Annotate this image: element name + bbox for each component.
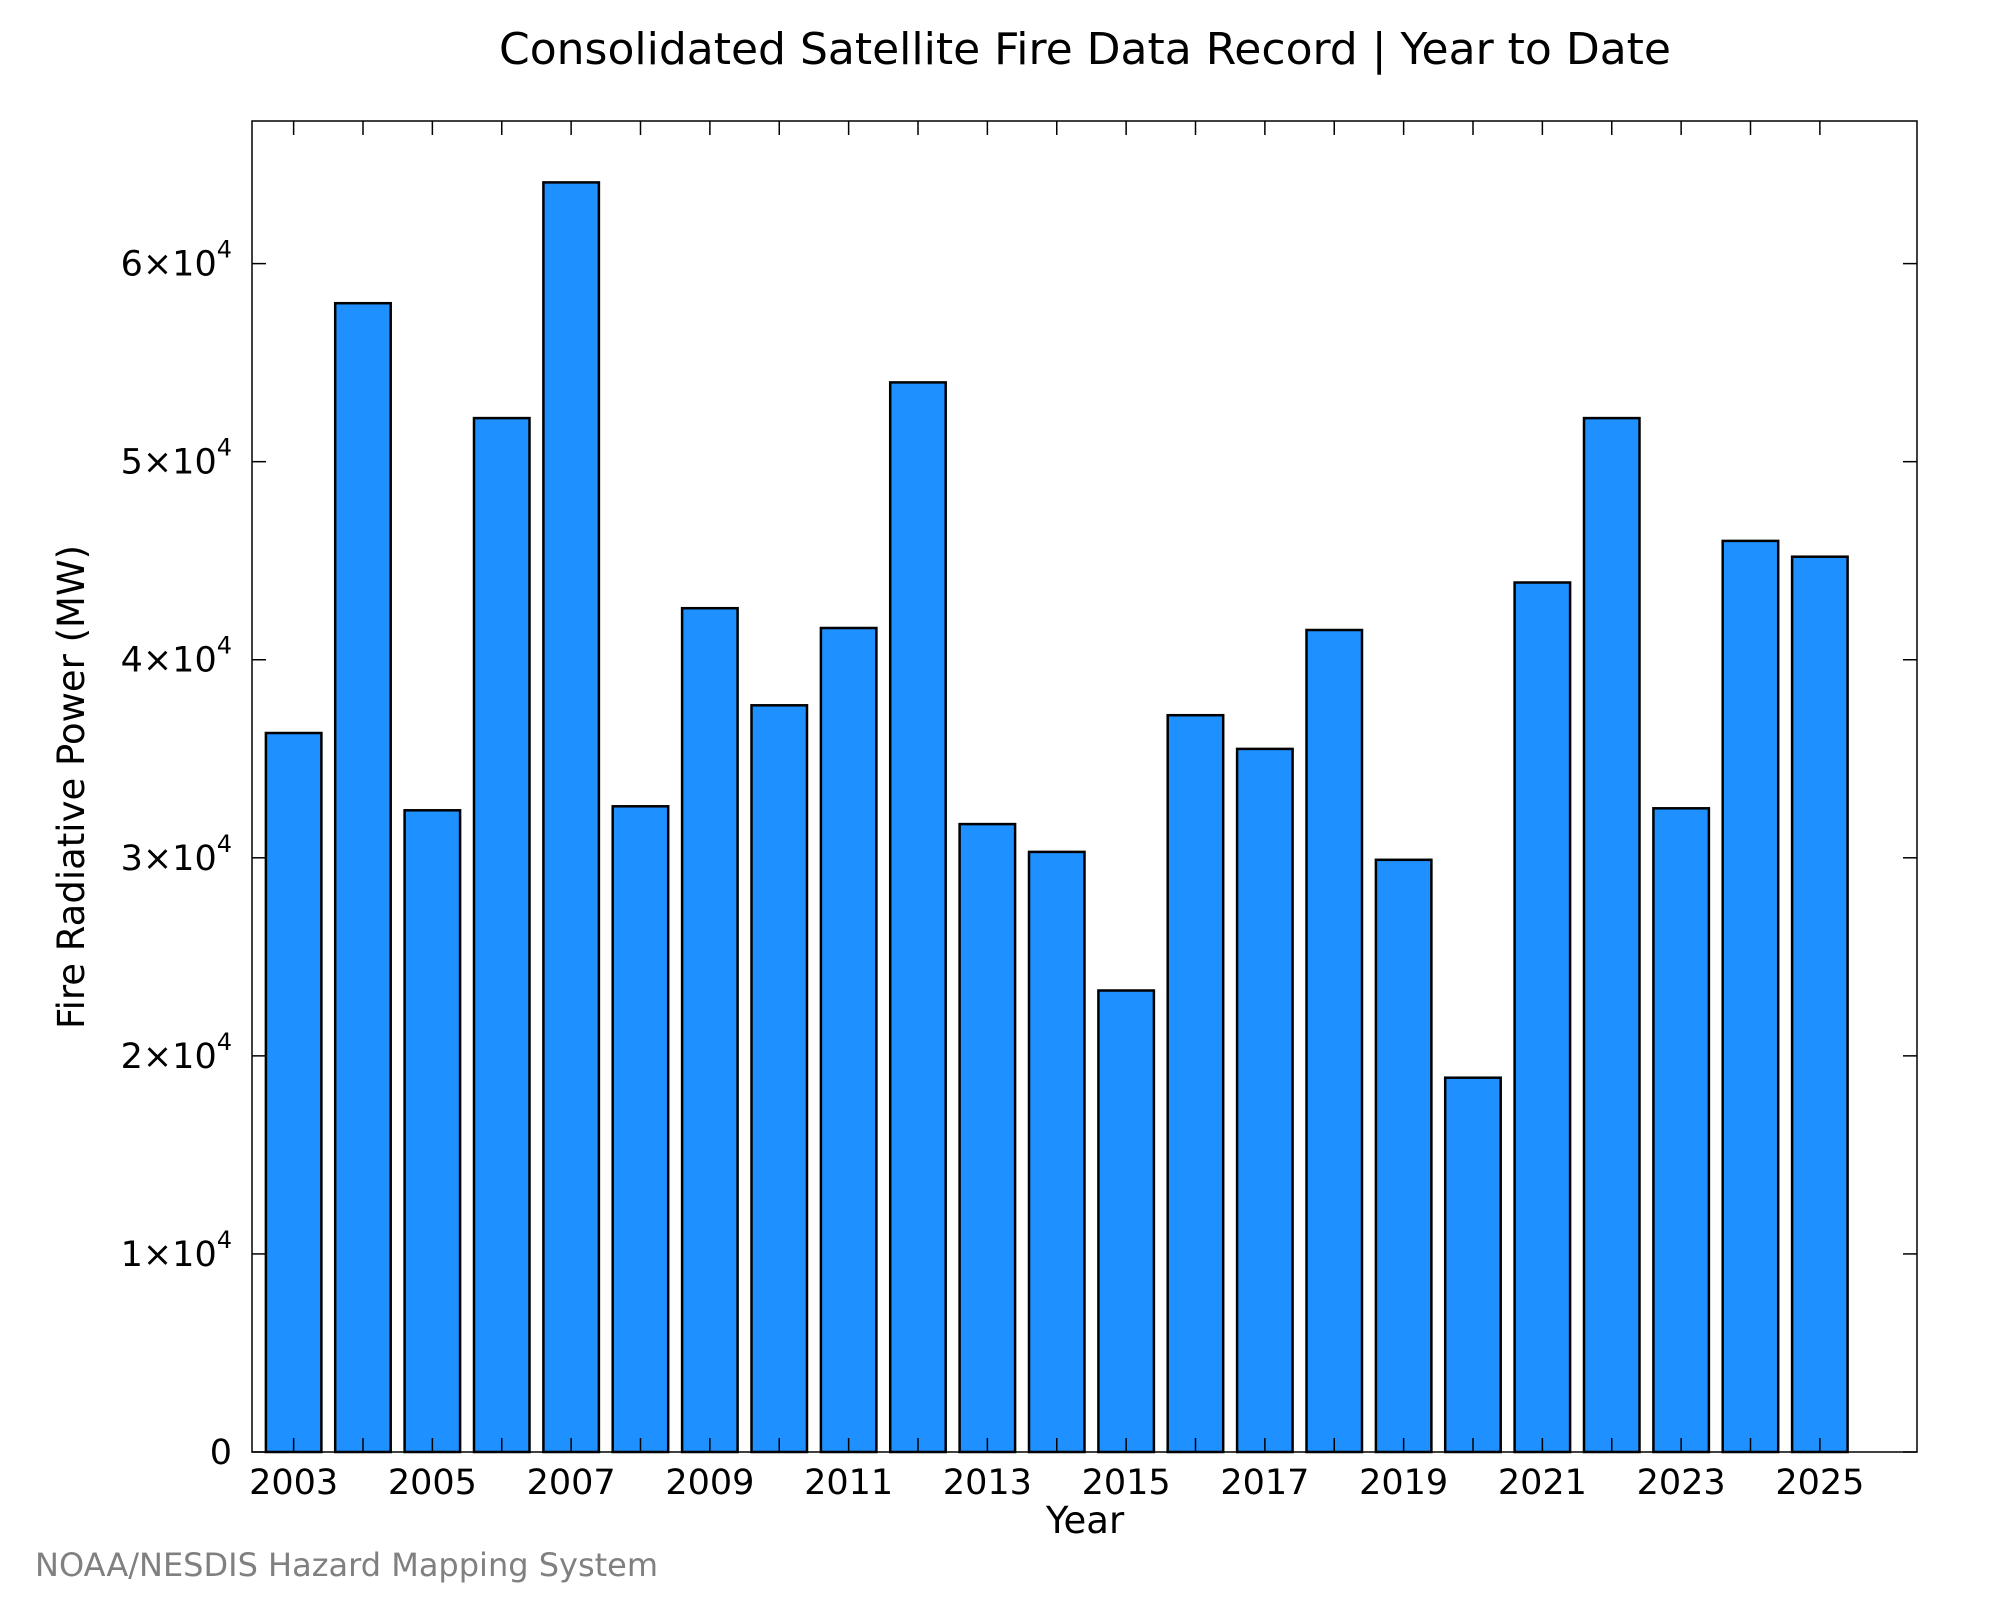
bar-2006 <box>472 416 531 1454</box>
bar-2014 <box>1027 850 1086 1454</box>
credit-text: NOAA/NESDIS Hazard Mapping System <box>35 1546 658 1584</box>
y-tick-label: 2×104 <box>121 1028 232 1077</box>
bar-2013 <box>958 822 1017 1454</box>
x-tick-label: 2005 <box>388 1463 477 1503</box>
x-tick-label: 2019 <box>1359 1463 1448 1503</box>
bar-2008 <box>611 805 670 1454</box>
bars-group <box>264 181 1849 1454</box>
x-tick-label: 2003 <box>249 1463 338 1503</box>
bar-2015 <box>1097 989 1156 1454</box>
x-tick-label: 2023 <box>1637 1463 1726 1503</box>
bar-2003 <box>264 731 323 1454</box>
x-tick-label: 2007 <box>527 1463 616 1503</box>
bar-2007 <box>542 181 601 1454</box>
bar-2019 <box>1374 858 1433 1454</box>
bar-2018 <box>1305 628 1364 1454</box>
x-axis-label: Year <box>1045 1499 1125 1542</box>
bar-2021 <box>1513 581 1572 1454</box>
x-tick-label: 2021 <box>1498 1463 1587 1503</box>
y-axis-ticks: 0 1×104 2×104 3×104 4×104 5×104 6×104 <box>121 236 1917 1473</box>
y-tick-label: 6×104 <box>121 236 232 285</box>
bar-2024 <box>1721 539 1780 1454</box>
y-tick-label: 4×104 <box>121 632 232 681</box>
y-tick-label: 1×104 <box>121 1226 232 1275</box>
bar-2020 <box>1443 1076 1502 1454</box>
plot-frame <box>251 120 1918 1453</box>
bar-2025 <box>1790 555 1849 1454</box>
bar-2005 <box>403 809 462 1454</box>
bar-2012 <box>888 381 947 1454</box>
bar-2022 <box>1582 416 1641 1454</box>
bar-2004 <box>333 301 392 1454</box>
x-axis-ticks: 2003 2005 2007 2009 2011 2013 2015 2017 2019 2021… <box>249 121 1864 1503</box>
y-axis-label: Fire Radiative Power (MW) <box>50 545 93 1029</box>
x-tick-label: 2013 <box>943 1463 1032 1503</box>
chart-title: Consolidated Satellite Fire Data Record … <box>499 24 1671 75</box>
bar-2010 <box>750 704 809 1454</box>
x-tick-label: 2025 <box>1775 1463 1864 1503</box>
x-tick-label: 2011 <box>804 1463 893 1503</box>
bar-2011 <box>819 626 878 1454</box>
y-tick-label: 3×104 <box>121 830 232 879</box>
x-tick-label: 2015 <box>1082 1463 1171 1503</box>
bar-2009 <box>680 606 739 1454</box>
bar-2016 <box>1166 713 1225 1454</box>
y-tick-label: 5×104 <box>121 434 232 483</box>
x-tick-label: 2009 <box>665 1463 754 1503</box>
y-tick-label: 0 <box>210 1433 232 1473</box>
x-tick-label: 2017 <box>1220 1463 1309 1503</box>
bar-2023 <box>1652 807 1711 1454</box>
bar-2017 <box>1235 747 1294 1454</box>
